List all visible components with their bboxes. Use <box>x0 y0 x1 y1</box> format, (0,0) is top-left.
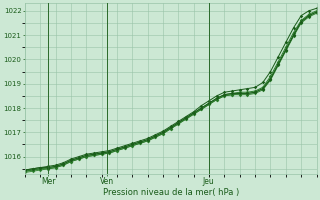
X-axis label: Pression niveau de la mer( hPa ): Pression niveau de la mer( hPa ) <box>103 188 239 197</box>
